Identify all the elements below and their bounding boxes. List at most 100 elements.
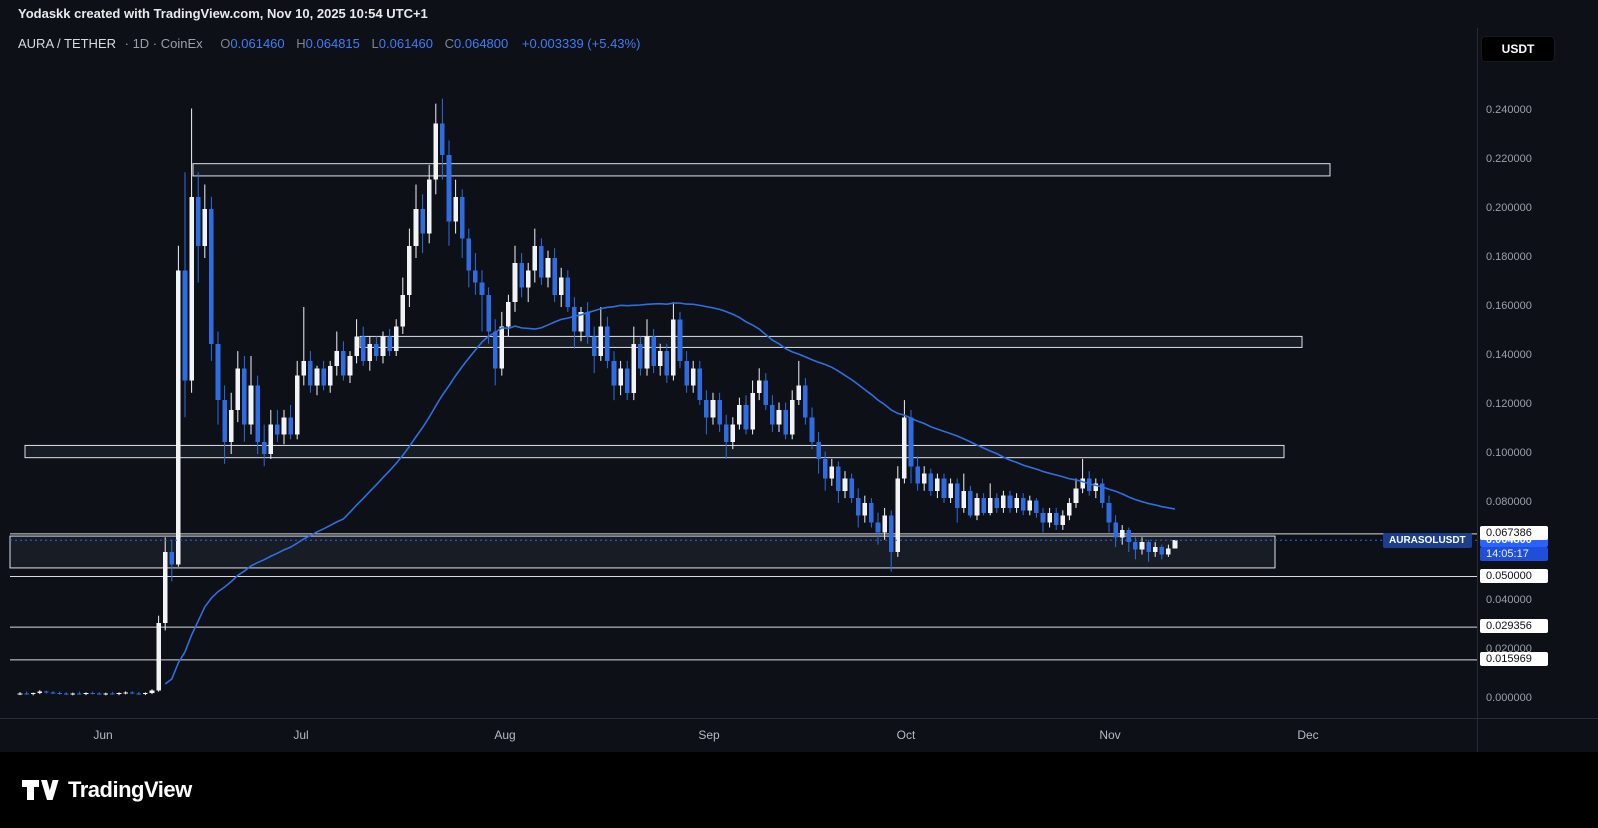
candle: [446, 155, 452, 222]
candle: [572, 307, 577, 332]
candle: [532, 245, 538, 271]
low-label: L: [371, 36, 379, 51]
candle: [1080, 478, 1085, 489]
high-value: 0.064815: [305, 36, 360, 51]
open-label: O: [220, 36, 231, 51]
candle: [215, 343, 221, 401]
moving-average-line[interactable]: [164, 302, 1176, 685]
candle: [1146, 542, 1151, 552]
price-tick: 0.160000: [1486, 300, 1532, 312]
price-zone-box[interactable]: [9, 535, 1276, 569]
candle: [776, 409, 782, 425]
month-label: Jun: [93, 728, 113, 742]
symbol-legend[interactable]: AURA / TETHER · 1D · CoinEx O0.061460 H0…: [18, 36, 640, 51]
candle: [690, 368, 696, 386]
candle: [110, 693, 115, 695]
candle: [1100, 483, 1105, 503]
candle: [578, 311, 584, 332]
candle: [374, 343, 379, 356]
candle: [1014, 498, 1019, 508]
candle: [1027, 500, 1033, 511]
candle: [948, 483, 953, 499]
price-scale[interactable]: 0.064800 14:05:17 0.240000 0.220000 0.2000…: [1477, 0, 1598, 752]
candle: [611, 360, 617, 386]
candle: [149, 690, 155, 694]
month-label: Aug: [494, 728, 516, 742]
candle: [334, 351, 340, 366]
symbol-meta: · 1D · CoinEx: [124, 36, 203, 51]
month-label: Nov: [1099, 728, 1121, 742]
candle: [136, 693, 142, 695]
candle: [255, 385, 260, 442]
candle: [1053, 512, 1059, 526]
horizontal-lines[interactable]: [10, 533, 1477, 661]
currency-toggle-button[interactable]: USDT: [1481, 36, 1555, 62]
candle: [103, 693, 109, 695]
candle: [1152, 547, 1158, 552]
tradingview-wordmark[interactable]: TradingView: [68, 777, 192, 802]
candle: [360, 336, 366, 361]
attribution-text: Yodaskk created with TradingView.com, No…: [18, 6, 428, 21]
candle: [902, 417, 907, 479]
candle: [294, 375, 300, 435]
candle: [651, 336, 656, 366]
candle: [987, 498, 993, 513]
candle: [908, 417, 914, 467]
price-zone-box[interactable]: [192, 163, 1331, 177]
line-price-badge: 0.029356: [1480, 619, 1548, 634]
attribution-bar: Yodaskk created with TradingView.com, No…: [0, 0, 1598, 28]
candle: [822, 458, 828, 479]
price-scale-border: [1477, 28, 1478, 752]
price-zone-box[interactable]: [359, 335, 1303, 348]
price-tick: 0.000000: [1486, 692, 1532, 704]
candle: [961, 490, 967, 508]
candle: [116, 693, 122, 695]
candle: [1093, 483, 1099, 491]
candle: [585, 311, 590, 337]
line-price-badge: 0.050000: [1480, 568, 1548, 583]
candle: [407, 245, 412, 295]
month-label: Dec: [1297, 728, 1319, 742]
candle: [512, 262, 518, 303]
candle: [539, 245, 544, 278]
candle: [156, 623, 161, 691]
candle: [235, 368, 241, 410]
candle: [888, 515, 894, 552]
candle: [657, 351, 663, 366]
candle: [301, 360, 307, 376]
candle: [954, 483, 960, 508]
candle: [968, 490, 973, 516]
candle: [770, 405, 775, 425]
candle: [466, 238, 472, 271]
candle: [90, 693, 95, 695]
high-label: H: [296, 36, 306, 51]
candle: [1001, 495, 1006, 508]
tradingview-logo-icon[interactable]: [22, 776, 59, 804]
candle: [129, 692, 135, 694]
candle: [545, 258, 551, 278]
candle: [96, 693, 102, 695]
candle: [83, 693, 89, 695]
candle: [24, 693, 29, 695]
candle: [440, 123, 445, 156]
candle: [492, 331, 498, 369]
candle: [644, 336, 650, 369]
candle: [314, 368, 320, 386]
candlestick-chart[interactable]: [0, 0, 1477, 752]
time-axis[interactable]: Jun Jul Aug Sep Oct Nov Dec: [0, 718, 1598, 753]
line-price-badge: 0.015969: [1480, 651, 1548, 666]
candle: [202, 209, 208, 246]
candle: [182, 270, 188, 381]
candle: [50, 692, 56, 694]
price-tick: 0.080000: [1486, 496, 1532, 508]
candle: [849, 478, 854, 499]
price-line-symbol-badge[interactable]: AURASOLUSDT: [1383, 533, 1472, 549]
candle: [162, 552, 168, 624]
bar-countdown-badge: 14:05:17: [1480, 547, 1548, 562]
candle: [1133, 542, 1138, 550]
price-zone-boxes[interactable]: [9, 163, 1331, 569]
candle: [433, 123, 439, 180]
price-zone-box[interactable]: [24, 444, 1285, 459]
low-value: 0.061460: [378, 36, 433, 51]
